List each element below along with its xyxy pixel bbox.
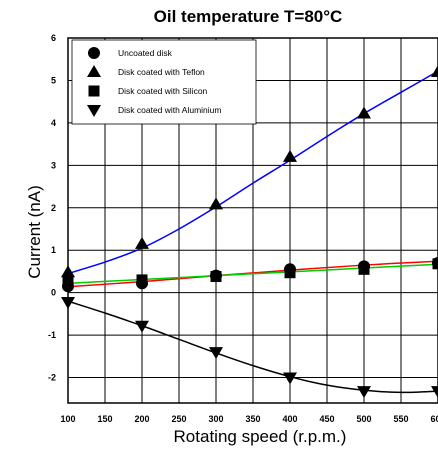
data-point-1 (209, 197, 223, 210)
x-tick-label: 500 (356, 414, 371, 424)
y-tick-label: -1 (48, 330, 56, 340)
data-point-3 (357, 386, 371, 399)
x-tick-label: 550 (393, 414, 408, 424)
data-point-2 (284, 267, 296, 279)
y-tick-label: 6 (51, 33, 56, 43)
data-point-2 (358, 263, 370, 275)
data-point-1 (283, 149, 297, 162)
data-point-3 (431, 386, 438, 399)
legend-label: Disk coated with Silicon (118, 86, 208, 96)
y-tick-label: -2 (48, 373, 56, 383)
x-axis-label: Rotating speed (r.p.m.) (174, 427, 347, 446)
x-tick-label: 150 (97, 414, 112, 424)
data-point-2 (210, 271, 222, 283)
data-point-2 (432, 258, 438, 270)
x-tick-label: 250 (171, 414, 186, 424)
y-axis-label: Current (nA) (25, 185, 44, 279)
y-tick-label: 1 (51, 245, 56, 255)
y-tick-label: 0 (51, 288, 56, 298)
data-point-1 (135, 236, 149, 249)
data-point-3 (283, 372, 297, 385)
fit-curve-3 (67, 300, 438, 394)
x-tick-label: 300 (208, 414, 223, 424)
y-tick-label: 2 (51, 203, 56, 213)
y-tick-label: 3 (51, 160, 56, 170)
fit-curve-1 (67, 70, 438, 275)
legend-marker-1 (87, 65, 101, 77)
legend-label: Disk coated with Aluminium (118, 105, 221, 115)
chart-title: Oil temperature T=80°C (154, 7, 343, 26)
legend-label: Disk coated with Teflon (118, 67, 205, 77)
data-point-1 (357, 106, 371, 119)
legend-marker-0 (88, 47, 100, 59)
data-markers (61, 64, 438, 399)
legend-marker-2 (88, 85, 100, 97)
fit-curves (67, 70, 438, 394)
plot-frame (67, 37, 438, 404)
tick-labels: 100 150 200 250 300 350 400 450 500 550 600 -2 -1 0 1 2… (48, 33, 438, 424)
x-tick-label: 600 (430, 414, 438, 424)
x-tick-label: 200 (134, 414, 149, 424)
data-point-3 (135, 320, 149, 333)
legend-label: Uncoated disk (118, 48, 173, 58)
fit-curve-0 (67, 260, 438, 288)
y-tick-label: 5 (51, 75, 56, 85)
legend: Uncoated disk Disk coated with Teflon Disk… (71, 39, 257, 125)
data-point-3 (209, 347, 223, 360)
x-tick-label: 100 (60, 414, 75, 424)
x-tick-label: 350 (245, 414, 260, 424)
data-point-1 (431, 64, 438, 77)
x-tick-label: 450 (319, 414, 334, 424)
y-tick-label: 4 (51, 118, 56, 128)
x-tick-label: 400 (282, 414, 297, 424)
fit-curve-2 (67, 263, 438, 285)
legend-box (71, 39, 257, 125)
legend-marker-3 (87, 105, 101, 117)
data-point-2 (136, 274, 148, 286)
